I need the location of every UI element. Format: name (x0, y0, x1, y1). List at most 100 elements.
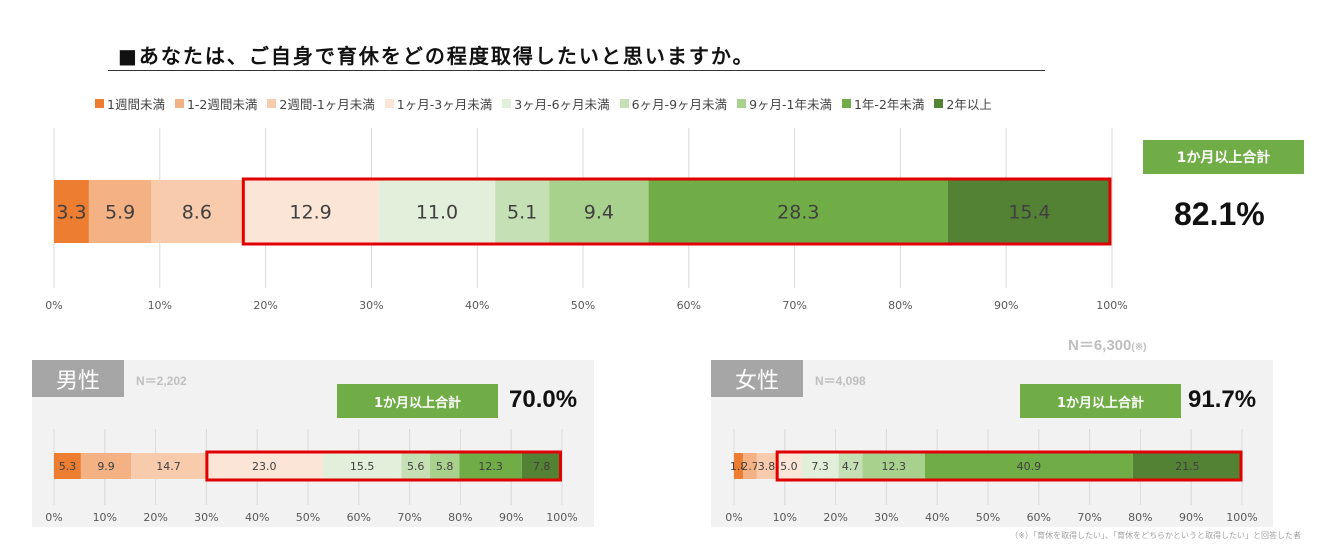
male-panel (32, 360, 594, 527)
data-label: 5.8 (436, 460, 454, 473)
data-label: 7.8 (533, 460, 551, 473)
x-tick-label: 50% (976, 511, 1000, 524)
legend-item: 1ヶ月-3ヶ月未満 (384, 94, 493, 113)
legend-label: 2年以上 (946, 97, 992, 112)
highlight-frame (205, 450, 562, 482)
data-label: 8.6 (182, 201, 212, 223)
x-tick-label: 50% (571, 299, 595, 312)
x-tick-label: 0% (45, 511, 62, 524)
legend-swatch (619, 99, 629, 108)
legend-swatch (95, 99, 104, 108)
x-tick-label: 70% (782, 299, 806, 312)
legend-label: 1-2週間未満 (186, 97, 258, 112)
total-value-male: 70.0% (509, 386, 578, 413)
x-tick-label: 0% (45, 299, 62, 312)
x-tick-label: 60% (1027, 511, 1051, 524)
legend: 1週間未満 1-2週間未満 2週間-1ヶ月未満 1ヶ月-3ヶ月未満 3ヶ月-6ヶ… (95, 94, 992, 113)
bar-segment (521, 453, 562, 479)
x-tick-label: 20% (823, 511, 847, 524)
legend-swatch (267, 99, 277, 108)
x-tick-label: 90% (994, 299, 1018, 312)
legend-item: 1週間未満 (95, 94, 165, 113)
total-badge-male: 1か月以上合計 (337, 384, 498, 418)
data-label: 5.6 (407, 460, 425, 473)
legend-swatch (934, 99, 944, 108)
n-total-note: (※) (1131, 342, 1147, 353)
legend-item: 9ヶ月-1年未満 (737, 94, 832, 113)
data-label: 5.1 (507, 201, 537, 223)
x-tick-label: 70% (1077, 511, 1101, 524)
x-tick-label: 30% (194, 511, 218, 524)
x-tick-label: 10% (93, 511, 117, 524)
bar-segment (838, 453, 863, 479)
bar-segment (862, 453, 926, 479)
legend-item: 6ヶ月-9ヶ月未満 (619, 94, 728, 113)
male-n: N＝2,202 (136, 374, 187, 388)
n-total-value: N＝6,300 (1068, 337, 1132, 354)
x-tick-label: 100% (1226, 511, 1257, 524)
legend-item: 2年以上 (934, 94, 992, 113)
legend-label: 1年-2年未満 (853, 97, 925, 112)
legend-item: 3ヶ月-6ヶ月未満 (502, 94, 610, 113)
n-total: N＝6,300(※) (1068, 334, 1146, 355)
x-tick-label: 80% (888, 299, 912, 312)
legend-swatch (737, 99, 747, 108)
female-tag: 女性 (711, 360, 803, 397)
female-stacked-bar-chart: 0% 10% 20% 30% 40% 50% 60% 70% 80% 90% 100% 1.82.7 3… (725, 429, 1258, 524)
data-label: 5.9 (105, 201, 135, 223)
bar-segment (549, 180, 649, 243)
legend-swatch (841, 99, 851, 108)
legend-label: 1ヶ月-3ヶ月未満 (396, 97, 493, 112)
chart-title: ■あなたは、ご自身で育休をどの程度取得したいと思いますか。 (118, 44, 755, 68)
x-tick-label: 90% (499, 511, 523, 524)
data-label: 11.0 (416, 201, 458, 223)
data-label: 14.7 (156, 460, 181, 473)
x-tick-label: 90% (1179, 511, 1203, 524)
data-label: 28.3 (777, 201, 819, 223)
x-tick-label: 100% (546, 511, 577, 524)
data-label: 5.0 (780, 460, 798, 473)
bar-segment (734, 453, 744, 479)
overall-stacked-bar-chart: 0% 10% 20% 30% 40% 50% 60% 70% 80% 90% 100% 3.3 5.9 8… (45, 128, 1128, 312)
legend-label: 1週間未満 (107, 97, 165, 112)
x-tick-label: 70% (397, 511, 421, 524)
data-label: 15.5 (350, 460, 375, 473)
data-label: 12.3 (478, 460, 503, 473)
data-label: 15.4 (1008, 201, 1050, 223)
footnote: （※）「育休を取得したい」、「育休をどちらかというと取得したい」と回答した者 (1010, 531, 1301, 540)
female-n: N＝4,098 (815, 374, 866, 388)
title-underline (108, 70, 1045, 71)
bar-segment (88, 180, 152, 243)
x-tick-label: 20% (143, 511, 167, 524)
legend-label: 6ヶ月-9ヶ月未満 (631, 97, 728, 112)
bar-segment (429, 453, 460, 479)
x-tick-label: 40% (925, 511, 949, 524)
x-tick-label: 100% (1096, 299, 1127, 312)
x-tick-label: 10% (773, 511, 797, 524)
legend-item: 2週間-1ヶ月未満 (267, 94, 375, 113)
legend-swatch (502, 99, 512, 108)
bar-segment (322, 453, 402, 479)
x-tick-label: 80% (448, 511, 472, 524)
x-tick-label: 30% (874, 511, 898, 524)
x-tick-label: 30% (359, 299, 383, 312)
x-tick-label: 60% (347, 511, 371, 524)
bar-segment (151, 180, 243, 243)
data-label: 12.3 (882, 460, 907, 473)
bar-segment (54, 180, 89, 243)
bar-segment (948, 180, 1111, 243)
x-tick-label: 40% (245, 511, 269, 524)
bar-segment (1132, 453, 1242, 479)
legend-item: 1年-2年未満 (841, 94, 925, 113)
male-stacked-bar-chart: 0% 10% 20% 30% 40% 50% 60% 70% 80% 90% 100% 5.3 9.9 1… (45, 429, 578, 524)
data-label: 23.0 (252, 460, 277, 473)
data-label: 12.9 (289, 201, 331, 223)
x-tick-label: 60% (677, 299, 701, 312)
bar-segment (756, 453, 777, 479)
total-badge-female: 1か月以上合計 (1020, 384, 1181, 418)
total-value-overall: 82.1% (1174, 196, 1265, 232)
legend-label: 2週間-1ヶ月未満 (279, 97, 375, 112)
data-label: 5.3 (59, 460, 77, 473)
legend-label: 9ヶ月-1年未満 (749, 97, 832, 112)
data-label: 21.5 (1175, 460, 1200, 473)
